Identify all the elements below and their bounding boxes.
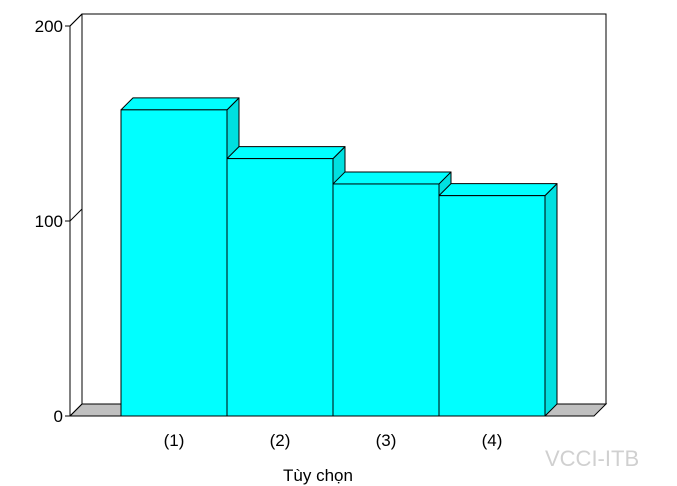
bar-top-face <box>226 146 346 160</box>
bar-top-face <box>332 171 452 185</box>
x-axis-label: Tùy chọn <box>283 466 353 485</box>
bar-2 <box>226 146 346 417</box>
y-tick-label: 0 <box>54 407 63 426</box>
bar-front-face <box>120 109 228 417</box>
y-tick-depth <box>69 403 83 417</box>
bar-3 <box>332 171 452 417</box>
x-tick-label: (3) <box>376 431 397 450</box>
y-tick-label: 100 <box>35 212 63 231</box>
x-tick-label: (2) <box>270 431 291 450</box>
y-tick-depth <box>69 208 83 222</box>
bar-1 <box>120 97 240 417</box>
y-tick-depth <box>69 13 83 27</box>
bar-side-face <box>544 183 558 417</box>
bar-front-face <box>332 183 440 417</box>
x-axis-ticks: (1) (2) (3) (4) <box>164 431 503 450</box>
bar-4 <box>438 183 558 417</box>
x-tick-label: (4) <box>482 431 503 450</box>
y-tick-label: 200 <box>35 17 63 36</box>
y-axis-ticks: 0 100 200 <box>35 13 83 426</box>
bars <box>120 97 558 417</box>
bar-top-face <box>438 183 558 197</box>
bar-top-face <box>120 97 240 111</box>
bar-front-face <box>226 158 334 417</box>
x-tick-label: (1) <box>164 431 185 450</box>
watermark-text: VCCI-ITB <box>545 446 640 471</box>
bar-front-face <box>438 195 546 417</box>
